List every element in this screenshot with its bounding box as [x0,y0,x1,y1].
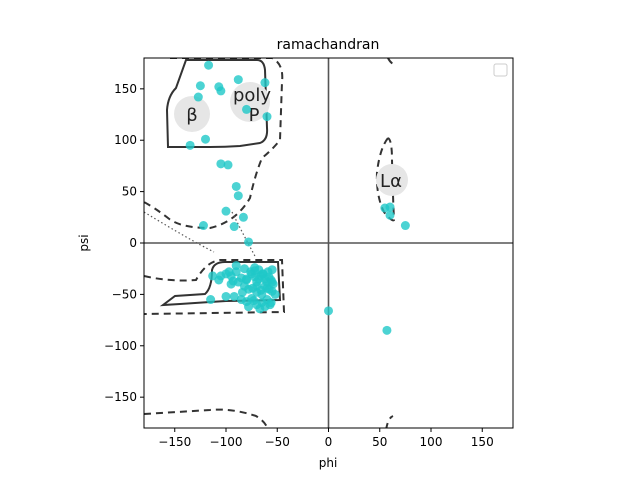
y-tick-label: −50 [112,287,137,301]
alpha-left-region-label: Lα [380,171,402,192]
polyp-region-label-line2: P [249,105,260,126]
data-point [201,134,210,144]
data-point [400,221,410,231]
polyp-region-label-line1: poly [233,85,271,106]
data-point [224,267,234,277]
x-tick-label: −100 [210,435,243,449]
data-point [216,159,226,169]
data-point [265,300,275,310]
y-tick-label: 150 [114,82,137,96]
data-point [237,287,247,297]
data-point [270,289,280,299]
beta-region-dashed [144,58,284,230]
data-point [221,206,231,216]
data-point [385,202,395,212]
alpha-region-dashed [144,259,286,315]
data-point [214,275,224,285]
data-point [231,181,241,191]
data-point [257,289,267,299]
allowed-regions-illustration: β poly P Lα [144,58,408,428]
beta-region-outline [165,59,269,148]
chart-title: ramachandran [277,37,380,53]
data-point [229,291,239,301]
data-point [221,291,231,301]
data-point [260,78,270,88]
data-point [267,277,277,287]
data-point [249,296,259,306]
data-point [206,295,216,305]
data-point [262,112,272,122]
data-point [250,266,260,276]
y-tick-label: −100 [104,339,137,353]
data-point [252,281,262,291]
data-point [229,222,239,232]
x-tick-label: −150 [158,435,191,449]
data-point [244,237,254,247]
alpha-left-label-bubble [376,164,408,196]
x-tick-label: 0 [325,435,333,449]
data-point [231,261,241,271]
x-tick-label: −50 [265,435,290,449]
x-tick-label: 100 [420,435,443,449]
x-axis-ticks: −150 −100 −50 0 50 100 150 [158,428,494,449]
data-point [324,306,333,316]
data-point [223,160,233,170]
beta-region-label: β [186,105,198,126]
data-point [204,60,214,70]
data-point [267,265,277,275]
data-point [198,221,208,231]
region-connector-dotted [144,211,257,259]
data-point [382,325,392,335]
y-tick-label: 0 [129,236,137,250]
data-point [195,81,205,91]
data-point [228,276,238,286]
y-tick-label: −150 [104,390,137,404]
y-axis-label: psi [77,234,91,251]
data-point [242,104,251,114]
polyp-label-bubble [230,82,270,122]
y-tick-label: 100 [114,133,137,147]
y-axis-ticks: −150 −100 −50 0 50 100 150 [104,82,144,404]
y-tick-label: 50 [122,185,137,199]
x-axis-label: phi [319,456,338,470]
bottom-region-dashed [144,408,269,428]
data-point [385,210,395,220]
beta-label-bubble [174,96,210,132]
data-point [238,212,248,222]
legend-box [493,63,508,77]
data-point [242,274,251,284]
data-point [214,82,224,92]
data-point [193,92,203,102]
data-point [244,302,254,312]
alpha-region-outline [159,261,282,307]
data-point [185,140,195,150]
data-point [262,283,272,293]
scatter-points [185,60,410,335]
top-right-region-dashed [387,58,394,65]
bottom-right-region-dashed [385,415,394,428]
x-tick-label: 50 [372,435,387,449]
data-point [233,75,243,85]
x-tick-label: 150 [471,435,494,449]
data-point [233,191,243,201]
